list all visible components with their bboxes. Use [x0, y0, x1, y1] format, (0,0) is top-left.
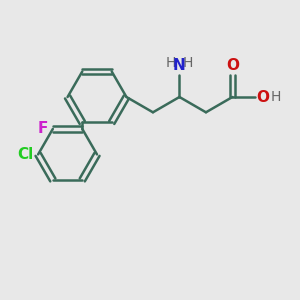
Text: O: O [226, 58, 239, 73]
Text: H: H [271, 90, 281, 104]
Text: O: O [256, 89, 269, 104]
Text: H: H [166, 56, 176, 70]
Text: F: F [38, 122, 48, 136]
Text: H: H [182, 56, 193, 70]
Text: Cl: Cl [17, 147, 34, 162]
Text: N: N [173, 58, 186, 73]
